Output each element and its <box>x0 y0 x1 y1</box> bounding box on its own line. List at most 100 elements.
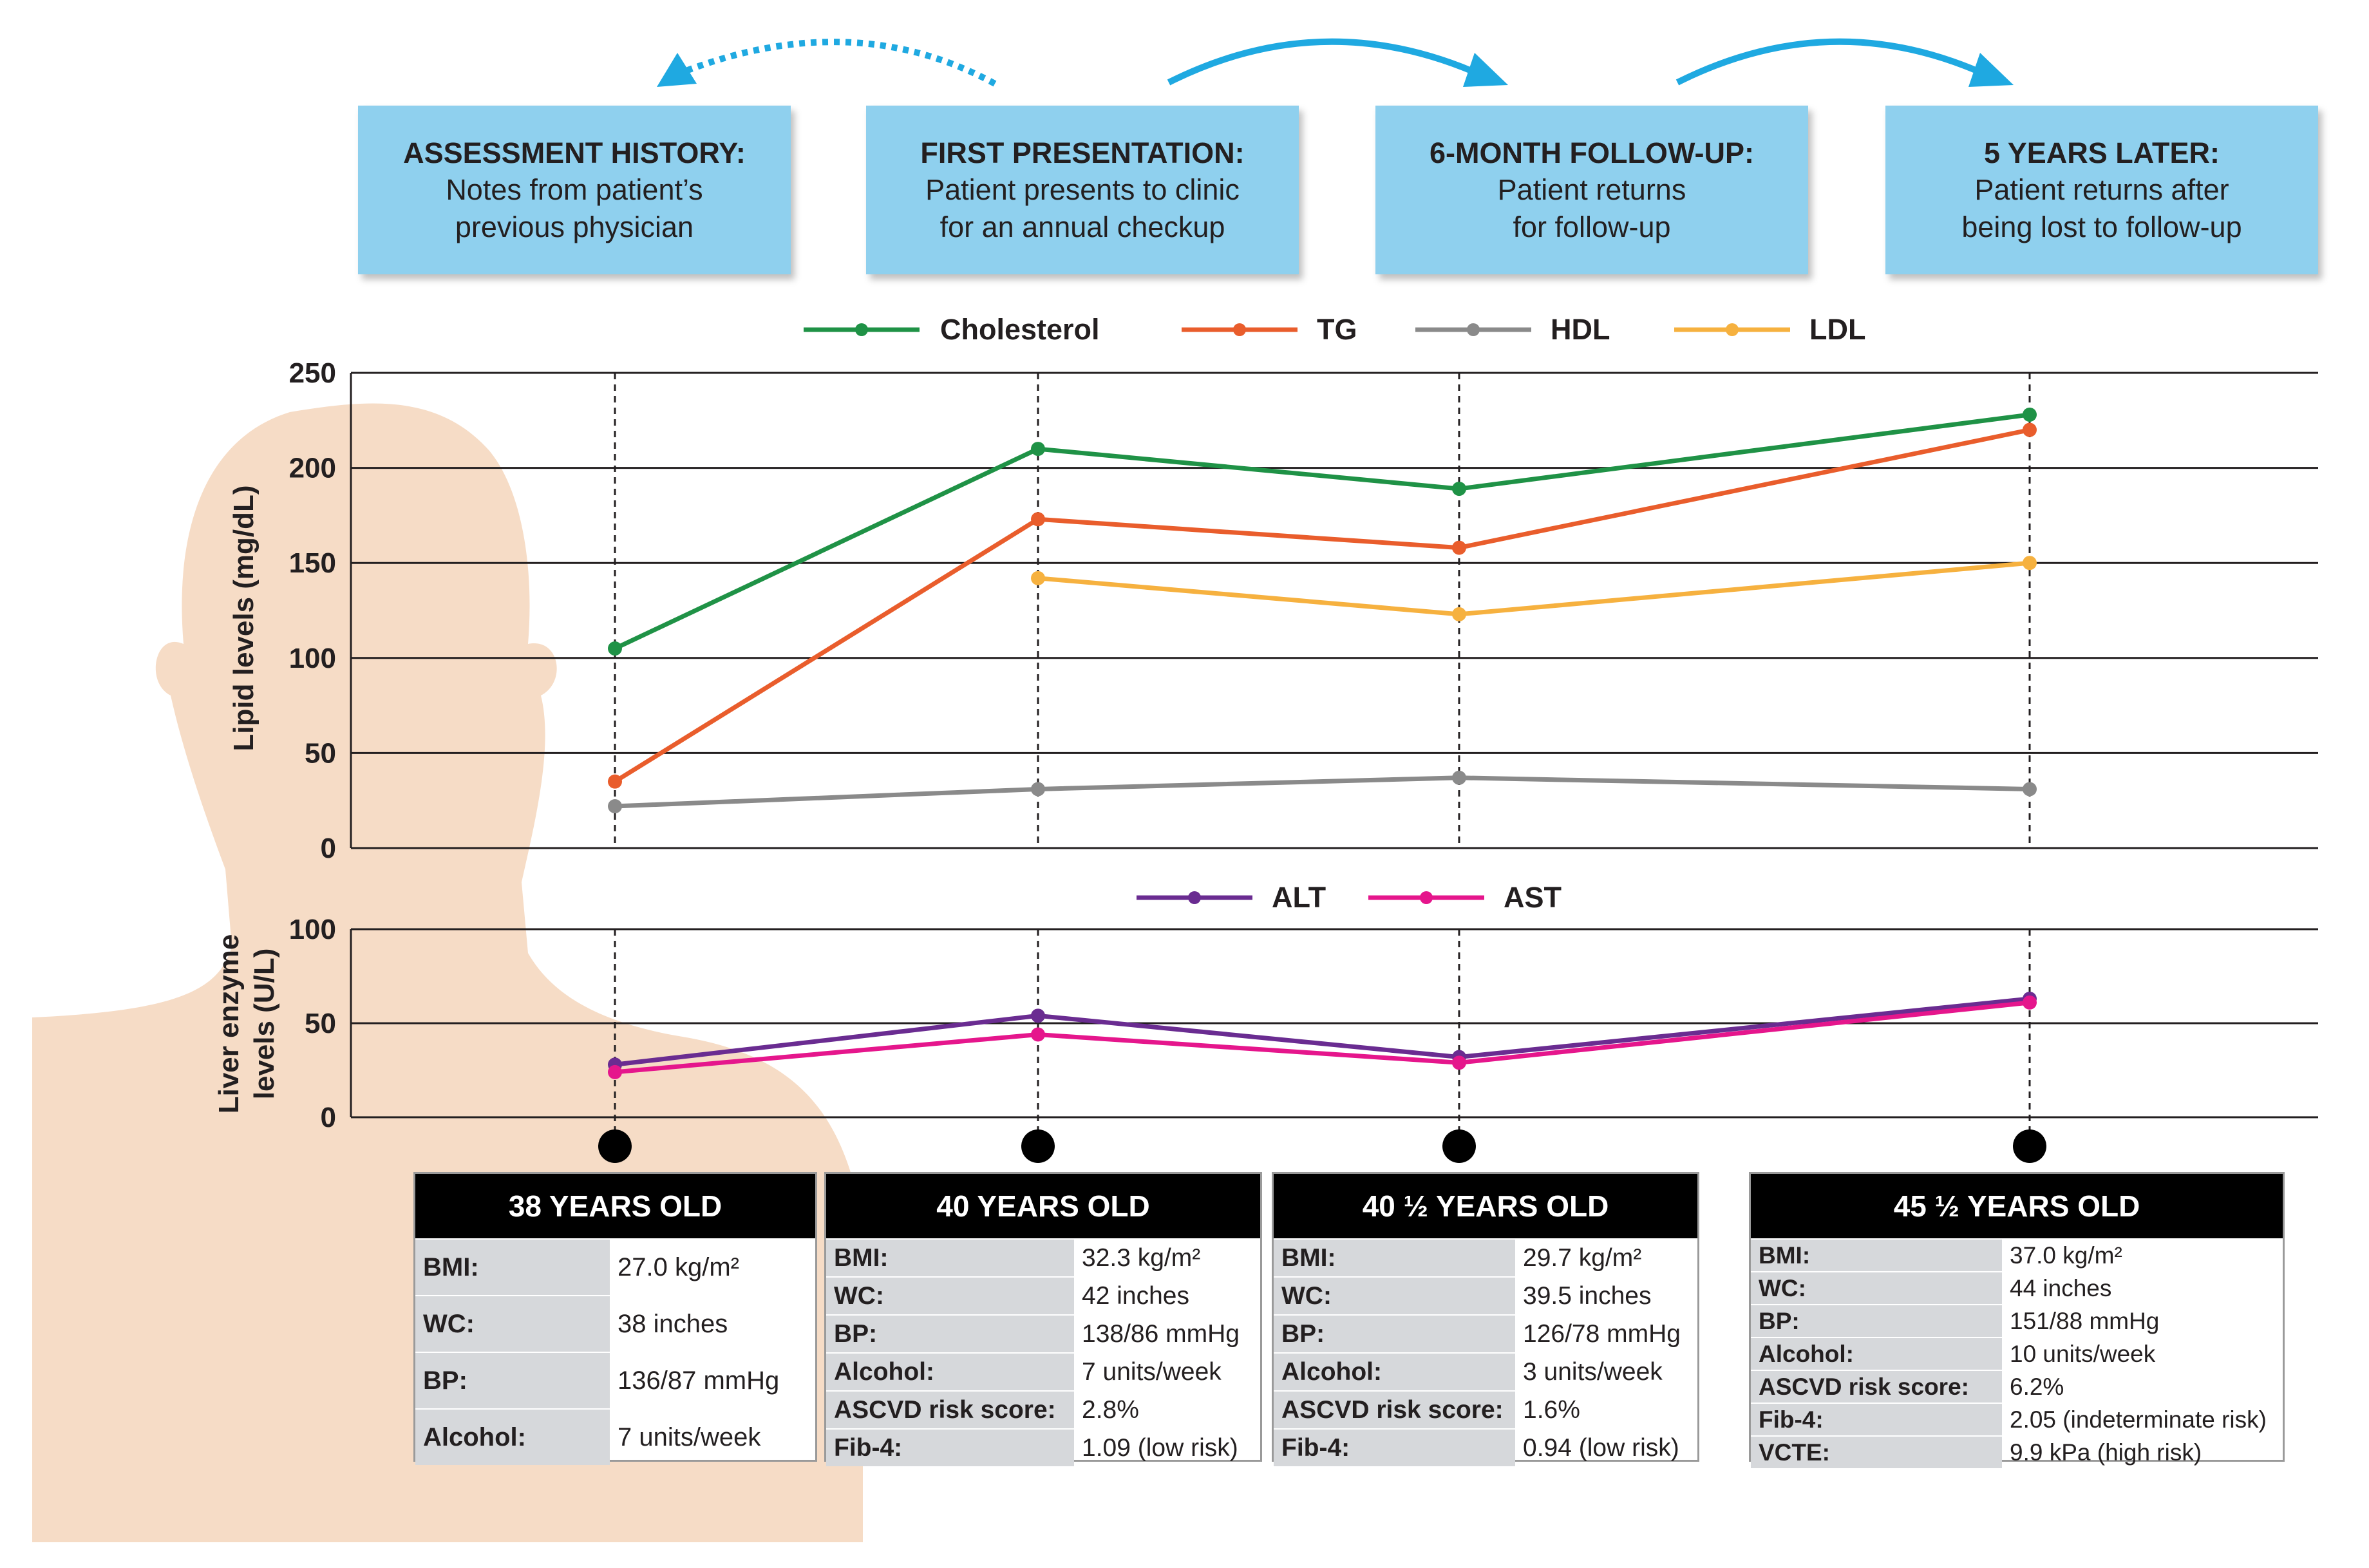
data-point-tg[interactable] <box>608 774 622 789</box>
info-row: WC: 44 inches <box>1751 1271 2283 1304</box>
legend-ldl-label: LDL <box>1809 313 1865 346</box>
enzyme-legend: ALT AST <box>1137 881 1562 914</box>
info-value: 1.6% <box>1523 1395 1580 1424</box>
stage-desc-line1: Patient presents to clinic <box>925 173 1240 206</box>
info-row: Fib-4: 1.09 (low risk) <box>826 1428 1260 1466</box>
data-point-ast[interactable] <box>608 1064 622 1079</box>
info-value: 27.0 kg/m² <box>618 1252 739 1281</box>
data-point-hdl[interactable] <box>1031 782 1045 797</box>
info-label: WC: <box>826 1278 1074 1314</box>
info-row: BMI: 37.0 kg/m² <box>1751 1238 2283 1271</box>
legend-ldl[interactable]: LDL <box>1674 313 1865 346</box>
info-table-40-years: 40 YEARS OLD BMI: 32.3 kg/m² WC: 42 inches… <box>824 1172 1262 1466</box>
enzyme-tick-label: 0 <box>321 1102 336 1133</box>
lipid-chart-grid: 0 50 100 150 200 250 <box>289 357 2318 864</box>
info-label: BMI: <box>826 1240 1074 1276</box>
data-point-cholesterol[interactable] <box>608 641 622 656</box>
info-row: ASCVD risk score: 2.8% <box>826 1390 1260 1428</box>
legend-alt[interactable]: ALT <box>1137 881 1326 914</box>
info-table-38-years: 38 YEARS OLD BMI: 27.0 kg/m² WC: 38 inches… <box>413 1172 817 1465</box>
data-point-cholesterol[interactable] <box>2023 407 2037 422</box>
stage-box-6-month-follow-up: 6-MONTH FOLLOW-UP: Patient returns for f… <box>1375 106 1808 274</box>
series-line-tg <box>614 428 2030 784</box>
legend-ast[interactable]: AST <box>1368 881 1562 914</box>
enzyme-tick-label: 100 <box>289 914 336 945</box>
info-label: BMI: <box>1751 1240 2002 1271</box>
info-label: BP: <box>415 1353 610 1408</box>
info-row: WC: 42 inches <box>826 1276 1260 1314</box>
info-table-40-half-years: 40 ½ YEARS OLD BMI: 29.7 kg/m² WC: 39.5 in… <box>1272 1172 1699 1466</box>
lipid-tick-label: 250 <box>289 357 336 389</box>
info-value: 10 units/week <box>2010 1340 2156 1367</box>
series-line-cholesterol <box>614 412 2030 651</box>
timeline-arrows <box>657 38 2014 87</box>
data-point-ldl[interactable] <box>2023 556 2037 571</box>
data-point-tg[interactable] <box>2023 422 2037 437</box>
legend-alt-label: ALT <box>1272 881 1326 914</box>
info-label: Alcohol: <box>1751 1338 2002 1370</box>
info-label: WC: <box>1751 1272 2002 1304</box>
info-label: WC: <box>415 1296 610 1352</box>
legend-cholesterol[interactable]: Cholesterol <box>804 313 1100 346</box>
info-table-age: 38 YEARS OLD <box>415 1174 815 1238</box>
data-point-hdl[interactable] <box>1452 770 1466 785</box>
data-point-ldl[interactable] <box>1031 571 1045 585</box>
info-row: BP: 126/78 mmHg <box>1274 1314 1697 1352</box>
legend-tg[interactable]: TG <box>1182 313 1357 346</box>
legend-hdl[interactable]: HDL <box>1415 313 1610 346</box>
data-point-ast[interactable] <box>1031 1027 1045 1042</box>
info-table-age: 45 ½ YEARS OLD <box>1751 1174 2283 1238</box>
info-value: 136/87 mmHg <box>618 1366 780 1395</box>
data-point-cholesterol[interactable] <box>1452 482 1466 496</box>
info-value: 42 inches <box>1082 1281 1189 1310</box>
info-value: 6.2% <box>2010 1373 2064 1400</box>
data-point-cholesterol[interactable] <box>1031 442 1045 457</box>
info-label: BMI: <box>1274 1240 1515 1276</box>
stage-box-first-presentation: FIRST PRESENTATION: Patient presents to … <box>866 106 1299 274</box>
back-arrow-dotted <box>681 39 997 87</box>
data-point-tg[interactable] <box>1452 540 1466 555</box>
stage-title: FIRST PRESENTATION: <box>920 137 1245 169</box>
info-label: ASCVD risk score: <box>1274 1392 1515 1428</box>
info-value: 39.5 inches <box>1523 1281 1652 1310</box>
info-row: Alcohol: 7 units/week <box>826 1352 1260 1390</box>
info-value: 0.94 (low risk) <box>1523 1433 1679 1462</box>
series-line-alt <box>614 996 2030 1067</box>
data-point-hdl[interactable] <box>608 799 622 814</box>
data-point-alt[interactable] <box>1031 1008 1045 1023</box>
info-table-age: 40 ½ YEARS OLD <box>1274 1174 1697 1238</box>
info-value: 138/86 mmHg <box>1082 1319 1240 1348</box>
stage-title: ASSESSMENT HISTORY: <box>403 137 746 169</box>
info-table-rows: BMI: 37.0 kg/m² WC: 44 inches BP: 151/88 mm… <box>1751 1238 2283 1468</box>
info-value: 38 inches <box>618 1309 728 1338</box>
data-point-tg[interactable] <box>1031 512 1045 527</box>
info-row: ASCVD risk score: 6.2% <box>1751 1370 2283 1403</box>
stage-title: 5 YEARS LATER: <box>1984 137 2220 169</box>
stage-title: 6-MONTH FOLLOW-UP: <box>1429 137 1754 169</box>
info-label: Alcohol: <box>415 1410 610 1465</box>
info-value: 3 units/week <box>1523 1357 1663 1386</box>
enzyme-y-axis-label-line1: Liver enzyme <box>213 934 245 1114</box>
lipid-tick-label: 200 <box>289 453 336 484</box>
data-point-ast[interactable] <box>2023 995 2037 1010</box>
stage-desc-line2: previous physician <box>455 211 694 243</box>
back-arrow-head-icon <box>657 53 697 87</box>
timepoint-dot <box>1442 1129 1476 1163</box>
lipid-tick-label: 50 <box>305 737 336 769</box>
legend-ast-label: AST <box>1504 881 1562 914</box>
stage-desc-line2: for an annual checkup <box>939 211 1225 243</box>
timepoint-dot <box>598 1129 632 1163</box>
info-row: BP: 151/88 mmHg <box>1751 1304 2283 1337</box>
info-row: ASCVD risk score: 1.6% <box>1274 1390 1697 1428</box>
data-point-ast[interactable] <box>1452 1055 1466 1070</box>
stage-desc-line2: for follow-up <box>1513 211 1671 243</box>
lipid-tick-label: 100 <box>289 643 336 674</box>
info-row: Fib-4: 0.94 (low risk) <box>1274 1428 1697 1466</box>
enzyme-chart-grid: 0 50 100 <box>289 914 2318 1133</box>
data-point-ldl[interactable] <box>1452 607 1466 621</box>
info-label: Fib-4: <box>1751 1404 2002 1435</box>
legend-tg-marker <box>1233 323 1246 336</box>
data-point-hdl[interactable] <box>2023 782 2037 797</box>
info-table-rows: BMI: 32.3 kg/m² WC: 42 inches BP: 138/86 mm… <box>826 1238 1260 1466</box>
